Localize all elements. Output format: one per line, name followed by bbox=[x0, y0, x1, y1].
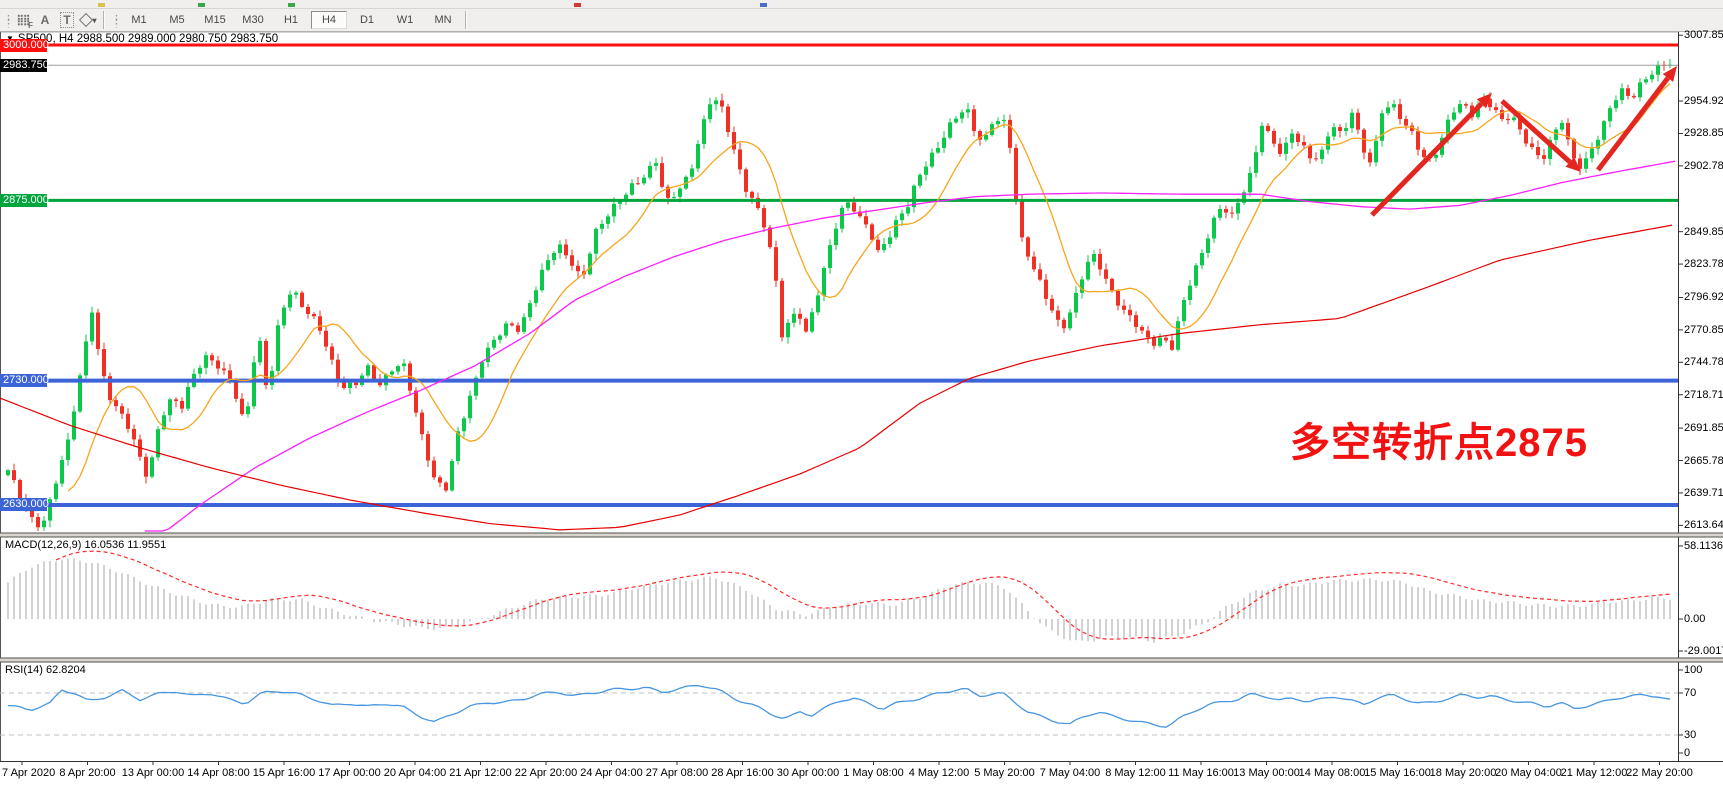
time-axis-label: 8 May 12:00 bbox=[1105, 767, 1166, 779]
rsi-scale-label: 70 bbox=[1684, 687, 1697, 699]
time-axis-label: 15 Apr 16:00 bbox=[252, 767, 316, 779]
price-level-label: 2875.000 bbox=[0, 193, 49, 207]
time-axis-label: 4 May 12:00 bbox=[908, 767, 970, 779]
trend-arrow-head-1 bbox=[1476, 93, 1492, 109]
time-axis-label: 13 Apr 00:00 bbox=[121, 767, 185, 779]
rsi-scale-label: 30 bbox=[1684, 729, 1697, 741]
time-axis-label: 17 Apr 00:00 bbox=[318, 767, 381, 779]
price-axis-label: 2665.780 bbox=[1684, 454, 1723, 467]
timeframe-button-w1[interactable]: W1 bbox=[396, 14, 414, 26]
macd-signal-line bbox=[55, 550, 1671, 640]
time-axis-label: 21 Apr 12:00 bbox=[449, 767, 512, 779]
price-axis-label: 2823.780 bbox=[1684, 258, 1723, 271]
chart-annotation-text: 多空转折点2875 bbox=[1290, 421, 1588, 465]
price-axis-label: 2613.640 bbox=[1684, 519, 1723, 532]
trend-arrow-head-3 bbox=[1662, 66, 1677, 82]
time-axis-label: 22 May 20:00 bbox=[1626, 767, 1693, 779]
time-axis-label: 11 May 16:00 bbox=[1168, 767, 1234, 779]
trend-arrow-head-2 bbox=[1565, 157, 1581, 172]
time-axis-label: 7 May 04:00 bbox=[1039, 767, 1101, 779]
trend-arrow-2 bbox=[1500, 99, 1572, 164]
toolbar-separator bbox=[103, 11, 105, 29]
trend-arrow-1 bbox=[1370, 101, 1484, 217]
price-axis-label: 2691.850 bbox=[1684, 422, 1723, 435]
pane-separator-macd bbox=[0, 533, 1723, 537]
time-axis-label: 22 Apr 20:00 bbox=[514, 767, 578, 779]
price-level-label: 2630.000 bbox=[0, 498, 49, 512]
text-label-icon[interactable]: T bbox=[56, 11, 78, 29]
clipped-icon-fragment bbox=[288, 3, 295, 7]
price-axis-label: 2770.850 bbox=[1684, 323, 1723, 336]
time-axis-label: 8 Apr 20:00 bbox=[59, 767, 116, 779]
time-axis-label: 27 Apr 08:00 bbox=[645, 767, 709, 779]
price-axis-label: 2928.850 bbox=[1684, 127, 1723, 140]
current-price-label: 2983.750 bbox=[0, 58, 49, 72]
time-axis-label: 28 Apr 16:00 bbox=[711, 767, 774, 779]
time-axis-label: 1 May 08:00 bbox=[843, 767, 904, 779]
timeframe-button-d1[interactable]: D1 bbox=[359, 14, 375, 26]
timeframe-bar: M1 M5 M15 M30 H1 H4 D1 W1 MN bbox=[120, 11, 462, 29]
price-axis-label: 2954.920 bbox=[1684, 95, 1723, 108]
price-axis-label: 2744.780 bbox=[1684, 356, 1723, 369]
ma-mid-line bbox=[145, 160, 1676, 532]
timeframe-button-m30[interactable]: M30 bbox=[242, 14, 264, 26]
price-axis-label: 2849.850 bbox=[1684, 225, 1723, 238]
time-axis-label: 13 May 00:00 bbox=[1233, 767, 1300, 779]
macd-scale-label: 0.00 bbox=[1684, 613, 1706, 625]
time-axis-label: 20 May 04:00 bbox=[1495, 767, 1562, 779]
time-axis-label: 15 May 16:00 bbox=[1364, 767, 1431, 779]
macd-histogram bbox=[7, 558, 1671, 643]
price-axis-label: 2718.710 bbox=[1684, 388, 1723, 401]
macd-indicator-label: MACD(12,26,9) 16.0536 11.9551 bbox=[5, 539, 167, 551]
time-axis-label: 20 Apr 04:00 bbox=[383, 767, 447, 779]
rsi-scale-label: 100 bbox=[1684, 664, 1703, 676]
macd-scale-label: 58.1136 bbox=[1684, 540, 1723, 552]
time-axis-label: 5 May 20:00 bbox=[974, 767, 1035, 779]
clipped-icon-fragment bbox=[198, 3, 205, 7]
clipped-icon-fragment bbox=[760, 3, 767, 7]
rsi-indicator-label: RSI(14) 62.8204 bbox=[5, 664, 86, 676]
dots-grid-icon[interactable]: ⣿⣿ F bbox=[16, 14, 33, 31]
timeframe-grip[interactable]: ⋮ ⋮ bbox=[110, 12, 118, 28]
toolbar-separator-2 bbox=[465, 11, 467, 29]
chart-title-text: SP500, H4 2988.500 2989.000 2980.750 298… bbox=[17, 33, 279, 45]
time-axis-label: 14 May 08:00 bbox=[1298, 767, 1366, 779]
time-axis-label: 14 Apr 08:00 bbox=[187, 767, 250, 779]
price-axis-label: 2639.710 bbox=[1684, 486, 1723, 499]
draw-tools-icon[interactable]: ▾ bbox=[78, 11, 100, 29]
time-axis-label: 21 May 12:00 bbox=[1560, 767, 1628, 779]
price-axis-label: 2902.780 bbox=[1684, 159, 1723, 172]
timeframe-button-mn[interactable]: MN bbox=[434, 14, 452, 26]
clipped-toolbar-strip bbox=[0, 0, 1723, 9]
time-axis-label: 18 May 20:00 bbox=[1429, 767, 1497, 779]
toolbar-grip[interactable]: ⋮ ⋮ bbox=[2, 12, 10, 28]
ma-fast-line bbox=[67, 83, 1671, 492]
trend-arrow-3 bbox=[1596, 76, 1670, 172]
time-axis-label: 7 Apr 2020 bbox=[2, 767, 56, 779]
time-axis-label: 30 Apr 00:00 bbox=[776, 767, 840, 779]
dropdown-caret-icon[interactable]: ▾ bbox=[92, 15, 97, 25]
timeframe-button-m15[interactable]: M15 bbox=[204, 14, 226, 26]
pane-separator-rsi bbox=[0, 658, 1723, 662]
clipped-icon-fragment bbox=[98, 3, 105, 7]
time-axis-label: 24 Apr 04:00 bbox=[580, 767, 643, 779]
clipped-icon-fragment bbox=[574, 3, 581, 7]
timeframe-button-m1[interactable]: M1 bbox=[131, 14, 147, 26]
price-level-label: 3000.000 bbox=[0, 38, 49, 52]
price-axis-label: 3007.850 bbox=[1684, 29, 1723, 42]
timeframe-button-h1[interactable]: H1 bbox=[283, 14, 299, 26]
rsi-scale-label: 0 bbox=[1684, 747, 1691, 759]
font-icon[interactable]: A bbox=[40, 13, 50, 27]
rsi-line bbox=[8, 684, 1671, 728]
ma-slow-line bbox=[0, 224, 1673, 531]
price-level-label: 2730.000 bbox=[0, 374, 49, 388]
timeframe-button-m5[interactable]: M5 bbox=[169, 14, 185, 26]
timeframe-button-h4[interactable]: H4 bbox=[311, 11, 347, 29]
price-axis-label: 2796.920 bbox=[1684, 291, 1723, 304]
